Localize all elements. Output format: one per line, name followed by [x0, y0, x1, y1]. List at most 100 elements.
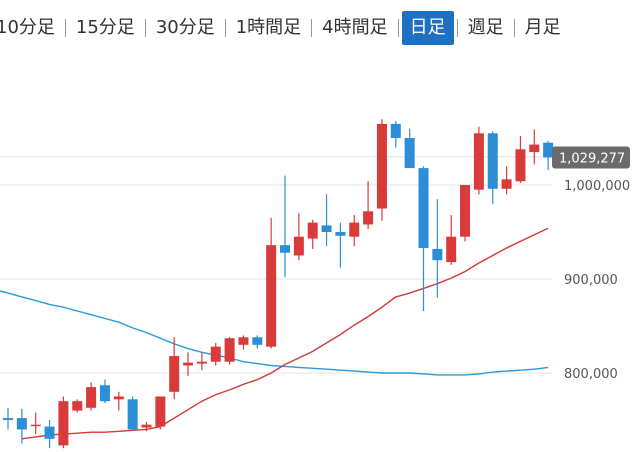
candle [238, 335, 249, 350]
tab-separator [397, 19, 399, 37]
candle-body [515, 149, 526, 182]
price-axis-label: 1,000,000 [564, 179, 630, 194]
candle-body [376, 123, 387, 209]
candle [86, 382, 97, 411]
long-moving-average-line [0, 290, 549, 376]
candle-body [363, 211, 374, 225]
candle [30, 412, 41, 435]
candle [515, 136, 526, 184]
candle [155, 396, 166, 430]
candle-body [30, 424, 41, 427]
tab-4hour[interactable]: 4時間足 [322, 17, 388, 38]
candle [183, 352, 194, 376]
candle [487, 131, 498, 204]
candle [280, 175, 290, 278]
candle [543, 140, 554, 170]
tab-separator [224, 19, 226, 37]
candle [16, 408, 27, 444]
candle [196, 352, 207, 371]
candle-body [404, 138, 415, 169]
candle [3, 407, 13, 430]
candle-body [238, 337, 249, 345]
tab-10min[interactable]: 10分足 [0, 17, 55, 38]
candle-body [99, 385, 110, 402]
candle [58, 396, 69, 449]
candle-body [307, 222, 318, 239]
candle [44, 420, 55, 449]
tab-separator [456, 19, 458, 37]
tab-separator [64, 19, 66, 37]
candle-body [460, 185, 471, 237]
candle-body [44, 426, 55, 439]
candle [99, 379, 110, 404]
candle-body [210, 346, 221, 362]
candle [113, 391, 124, 411]
tab-separator [144, 19, 146, 37]
candle-body [16, 418, 27, 430]
candle [390, 121, 401, 148]
candle-body [543, 142, 554, 158]
candle-body [473, 133, 484, 190]
moving-averages [0, 227, 549, 440]
candle-body [501, 179, 512, 189]
candle [363, 181, 374, 230]
candle-body [390, 123, 401, 138]
candle [418, 166, 429, 311]
candle-body [72, 401, 83, 411]
candle [252, 335, 263, 349]
candle-body [127, 399, 138, 430]
candle [432, 199, 443, 298]
candle [224, 337, 235, 365]
tab-30min[interactable]: 30分足 [155, 17, 215, 38]
candlestick-chart[interactable]: 1,000,000 900,000 800,000 1,029,277 [0, 56, 640, 452]
candles [3, 119, 554, 449]
candle [72, 399, 83, 413]
timeframe-tabbar: 10分足 15分足 30分足 1時間足 4時間足 日足 週足 月足 [0, 0, 640, 56]
candle [293, 213, 304, 261]
candle [460, 185, 471, 242]
candle [446, 215, 457, 265]
tab-1hour[interactable]: 1時間足 [235, 17, 302, 38]
candle [501, 166, 512, 195]
candle-body [113, 396, 124, 400]
candle-body [224, 338, 235, 362]
price-axis-label: 900,000 [564, 273, 618, 288]
tab-daily[interactable]: 日足 [401, 11, 454, 45]
candle [473, 126, 484, 195]
candle [141, 421, 152, 432]
candle [529, 129, 540, 165]
candle [169, 337, 180, 400]
candle [266, 217, 277, 349]
candle-body [266, 245, 277, 347]
short-moving-average-line [21, 227, 549, 440]
tab-15min[interactable]: 15分足 [75, 17, 135, 38]
candle-body [280, 245, 290, 253]
tab-separator [513, 19, 515, 37]
candle-body [335, 232, 346, 236]
candle-body [418, 168, 429, 248]
candle-body [58, 401, 69, 446]
current-price-badge-bg [552, 146, 630, 169]
candle [376, 119, 387, 221]
candle-body [432, 248, 443, 261]
tab-separator [311, 19, 313, 37]
price-axis: 1,000,000 900,000 800,000 [564, 179, 630, 382]
tab-weekly[interactable]: 週足 [467, 17, 504, 38]
candle [321, 194, 332, 247]
candle-body [141, 424, 152, 428]
candle-body [321, 225, 332, 232]
candle-body [252, 337, 263, 345]
candle-body [155, 396, 166, 427]
candle-body [487, 133, 498, 189]
current-price-label: 1,029,277 [559, 151, 625, 166]
candle-body [183, 362, 194, 366]
price-axis-label: 800,000 [564, 367, 618, 382]
candle-body [529, 144, 540, 153]
candle [210, 342, 221, 366]
tab-monthly[interactable]: 月足 [524, 17, 561, 38]
current-price-badge: 1,029,277 [552, 146, 630, 169]
candle [307, 219, 318, 249]
candle-body [196, 361, 207, 364]
candle-body [3, 418, 13, 420]
candle [335, 222, 346, 268]
